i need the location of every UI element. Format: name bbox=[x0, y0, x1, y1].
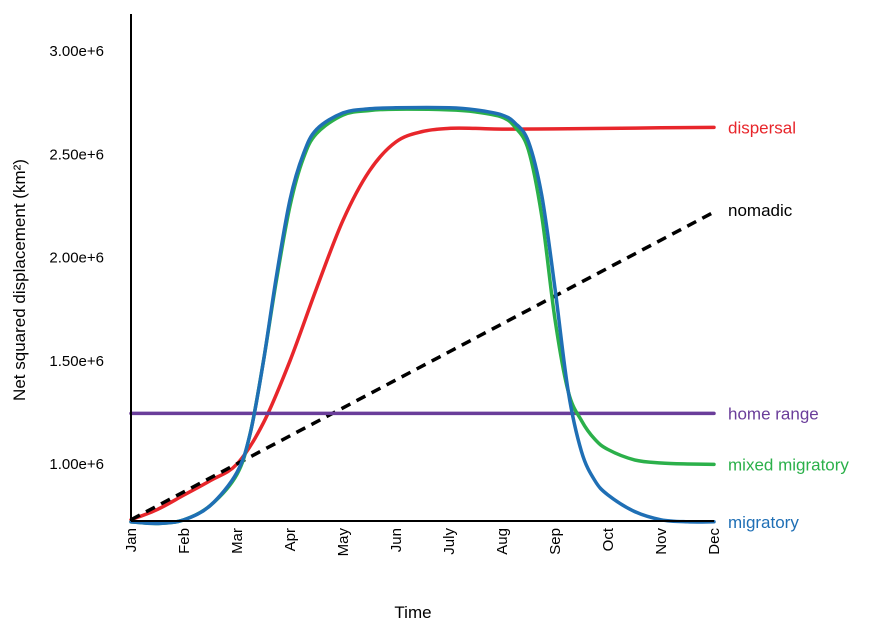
x-tick-label: Feb bbox=[176, 528, 193, 554]
x-tick-label: Aug bbox=[494, 528, 511, 555]
x-tick-label: July bbox=[441, 528, 458, 555]
y-tick-label: 2.00e+6 bbox=[49, 250, 104, 267]
tick-layer: 1.00e+6 1.50e+6 2.00e+6 2.50e+6 3.00e+6 Jan Fe… bbox=[49, 43, 723, 556]
x-tick-label: Dec bbox=[706, 528, 723, 555]
series-line-dispersal bbox=[129, 125, 716, 522]
y-tick-label: 1.50e+6 bbox=[49, 353, 104, 370]
x-tick-label: Jan bbox=[123, 528, 140, 552]
y-tick-label: 3.00e+6 bbox=[49, 43, 104, 60]
series-line-nomadic bbox=[130, 210, 715, 522]
series-layer bbox=[129, 105, 716, 526]
label-layer: dispersal nomadic home range mixed migrator… bbox=[728, 118, 849, 531]
x-tick-label: Sep bbox=[547, 528, 564, 555]
y-tick-label: 2.50e+6 bbox=[49, 146, 104, 163]
x-tick-label: May bbox=[335, 528, 352, 557]
y-axis-title: Net squared displacement (km²) bbox=[10, 159, 29, 401]
series-label-home-range: home range bbox=[728, 404, 819, 423]
x-axis-title: Time bbox=[394, 603, 431, 622]
axes-layer bbox=[130, 14, 714, 522]
series-line-migratory bbox=[129, 105, 716, 526]
series-label-mixed-migratory: mixed migratory bbox=[728, 455, 849, 474]
x-tick-label: Jun bbox=[388, 528, 405, 552]
series-label-migratory: migratory bbox=[728, 513, 799, 532]
series-label-dispersal: dispersal bbox=[728, 118, 796, 137]
x-tick-label: Mar bbox=[229, 528, 246, 554]
series-label-nomadic: nomadic bbox=[728, 201, 793, 220]
x-tick-label: Apr bbox=[282, 528, 299, 551]
x-tick-label: Nov bbox=[653, 528, 670, 555]
series-line-mixed-migratory bbox=[129, 107, 716, 526]
x-tick-label: Oct bbox=[600, 527, 617, 551]
y-tick-label: 1.00e+6 bbox=[49, 456, 104, 473]
